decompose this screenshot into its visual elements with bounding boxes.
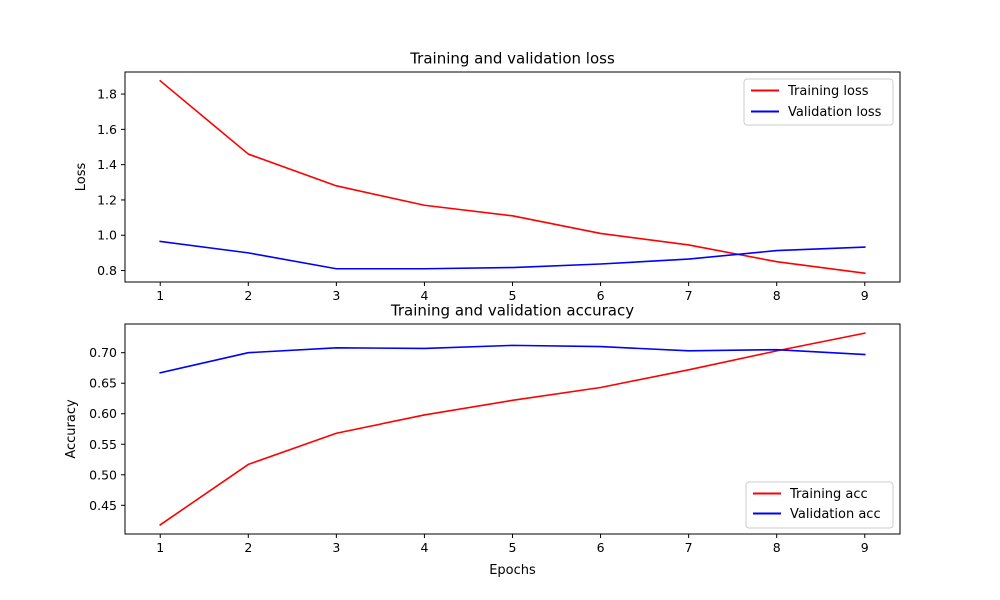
loss-x-tick-label: 9: [861, 288, 869, 303]
accuracy-y-tick-label: 0.65: [89, 376, 117, 391]
accuracy-x-tick-label: 1: [156, 540, 164, 555]
loss-x-tick-label: 1: [156, 288, 164, 303]
loss-ticks: 1 2 3 4 5 6 7 8 9 0.8 1.0 1.2 1.4 1.6 1.8: [97, 87, 869, 303]
accuracy-x-tick-label: 5: [509, 540, 517, 555]
accuracy-chart-title: Training and validation accuracy: [390, 302, 634, 320]
accuracy-y-tick-label: 0.60: [89, 406, 117, 421]
accuracy-series-validation-acc: [159, 344, 866, 374]
accuracy-x-tick-label: 6: [597, 540, 605, 555]
accuracy-subplot: Training and validation accuracy Accurac…: [64, 302, 901, 578]
loss-x-tick-label: 8: [773, 288, 781, 303]
accuracy-legend-box: [745, 481, 894, 529]
loss-x-tick-label: 4: [420, 288, 428, 303]
accuracy-x-tick-label: 8: [773, 540, 781, 555]
loss-legend: Training loss Validation loss: [743, 78, 894, 126]
accuracy-legend-label-training: Training acc: [789, 487, 868, 502]
accuracy-x-tick-label: 3: [332, 540, 340, 555]
loss-legend-label-validation: Validation loss: [788, 105, 882, 120]
accuracy-y-tick-label: 0.45: [89, 498, 117, 513]
accuracy-x-axis-label: Epochs: [489, 563, 536, 578]
loss-lines: [159, 79, 866, 275]
loss-x-tick-label: 6: [597, 288, 605, 303]
loss-y-tick-label: 1.2: [97, 192, 117, 207]
loss-series-training-loss: [159, 79, 866, 275]
loss-y-tick-label: 1.4: [97, 157, 117, 172]
accuracy-legend-label-validation: Validation acc: [790, 507, 881, 522]
accuracy-x-tick-label: 4: [420, 540, 428, 555]
loss-x-tick-label: 2: [244, 288, 252, 303]
loss-y-axis-label: Loss: [74, 163, 89, 192]
accuracy-legend: Training acc Validation acc: [745, 481, 894, 529]
loss-y-tick-label: 0.8: [97, 263, 117, 278]
loss-y-tick-label: 1.8: [97, 87, 117, 102]
loss-chart-title: Training and validation loss: [409, 50, 615, 68]
accuracy-x-tick-label: 7: [685, 540, 693, 555]
loss-y-tick-label: 1.6: [97, 122, 117, 137]
accuracy-x-tick-label: 9: [861, 540, 869, 555]
accuracy-plot-frame: [124, 323, 901, 535]
accuracy-lines: [159, 332, 866, 526]
accuracy-ticks: 1 2 3 4 5 6 7 8 9 0.45 0.50 0.55 0.60 0.65 0.70: [89, 345, 869, 555]
loss-series-validation-loss: [159, 240, 866, 270]
loss-legend-label-training: Training loss: [787, 84, 869, 99]
loss-x-tick-label: 7: [685, 288, 693, 303]
loss-x-tick-label: 3: [332, 288, 340, 303]
loss-subplot: Training and validation loss Loss 1 2 3 4 5 6…: [74, 50, 901, 303]
accuracy-y-tick-label: 0.50: [89, 467, 117, 482]
loss-y-tick-label: 1.0: [97, 228, 117, 243]
loss-legend-box: [743, 78, 894, 126]
accuracy-y-axis-label: Accuracy: [64, 399, 79, 459]
accuracy-y-tick-label: 0.55: [89, 437, 117, 452]
accuracy-x-tick-label: 2: [244, 540, 252, 555]
loss-plot-frame: [124, 71, 901, 283]
accuracy-series-training-acc: [159, 332, 866, 526]
accuracy-y-tick-label: 0.70: [89, 345, 117, 360]
loss-x-tick-label: 5: [509, 288, 517, 303]
